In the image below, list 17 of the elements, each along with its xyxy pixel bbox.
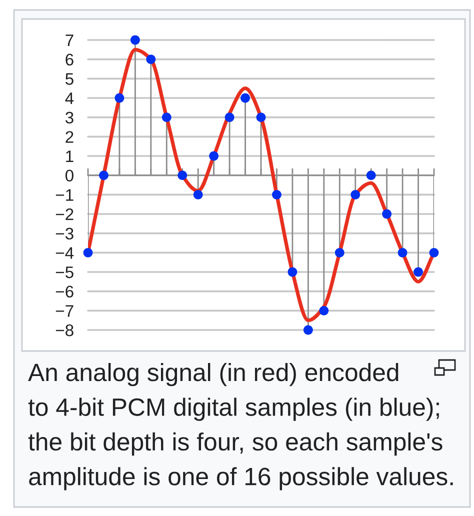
y-tick-label: −5 bbox=[56, 266, 74, 278]
y-tick-label: 1 bbox=[66, 150, 74, 162]
y-tick-label: −6 bbox=[56, 286, 74, 298]
y-tick-label: −4 bbox=[56, 247, 74, 259]
y-tick-label: 4 bbox=[65, 92, 74, 104]
y-tick-label: −2 bbox=[56, 208, 74, 220]
y-tick-label: −1 bbox=[56, 189, 74, 201]
y-tick-label: 5 bbox=[66, 73, 74, 85]
y-tick-label: 0 bbox=[65, 170, 74, 182]
text: An analog signal (in red) encoded to 4-bit PCM digital samples (in blue); the bit depth is four, so each sample's amplitude is one of 16 possible values. bbox=[28, 363, 453, 490]
y-tick-label: 7 bbox=[66, 34, 74, 46]
y-tick-label: 2 bbox=[66, 131, 74, 143]
y-tick-label: −8 bbox=[56, 324, 74, 336]
y-tick-label: 6 bbox=[66, 54, 74, 66]
y-tick-label: −7 bbox=[56, 305, 74, 317]
y-tick-label: 3 bbox=[65, 112, 74, 124]
y-tick-label: −3 bbox=[56, 228, 74, 240]
